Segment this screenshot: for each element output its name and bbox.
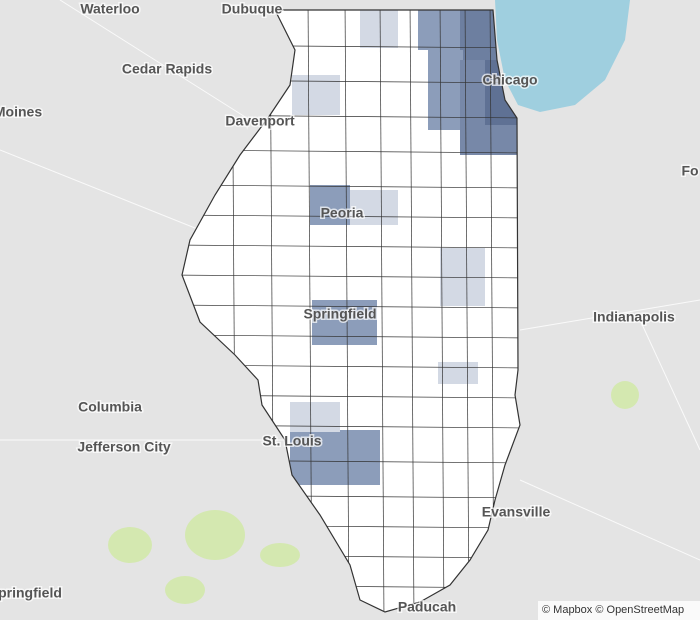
city-label: Dubuque bbox=[222, 1, 283, 17]
park bbox=[260, 543, 300, 567]
city-label: Columbia bbox=[78, 399, 142, 415]
light-counties bbox=[290, 10, 485, 432]
park bbox=[108, 527, 152, 563]
city-label: Jefferson City bbox=[77, 439, 171, 455]
city-label: Waterloo bbox=[80, 1, 139, 17]
state-border bbox=[181, 9, 521, 613]
city-label: St. Louis bbox=[262, 433, 321, 449]
city-label: Fo bbox=[681, 163, 698, 179]
county-line bbox=[344, 10, 350, 612]
city-label: Paducah bbox=[398, 599, 456, 615]
city-label: Chicago bbox=[482, 72, 537, 88]
park bbox=[185, 510, 245, 560]
county bbox=[290, 430, 380, 485]
roads bbox=[0, 0, 700, 561]
attribution: © Mapbox © OpenStreetMap bbox=[542, 604, 684, 616]
county-line bbox=[409, 10, 415, 612]
county-line bbox=[379, 10, 385, 612]
park bbox=[611, 381, 639, 409]
park bbox=[165, 576, 205, 604]
county-line bbox=[182, 244, 520, 249]
lake-michigan bbox=[495, 0, 630, 112]
county bbox=[290, 402, 340, 432]
city-label: Cedar Rapids bbox=[122, 61, 212, 77]
county-line bbox=[182, 304, 520, 309]
county-borders bbox=[182, 10, 520, 612]
parks bbox=[108, 381, 639, 604]
city-label: Peoria bbox=[321, 205, 364, 221]
county bbox=[438, 362, 478, 384]
county bbox=[312, 300, 377, 345]
county-line bbox=[182, 334, 520, 339]
city-label: Evansville bbox=[482, 504, 551, 520]
county-line bbox=[464, 10, 470, 612]
city-label: Davenport bbox=[225, 113, 295, 129]
county bbox=[428, 50, 463, 130]
county bbox=[310, 185, 350, 225]
city-label: Indianapolis bbox=[593, 309, 675, 325]
city-label: Springfield bbox=[303, 306, 376, 322]
city-label: pringfield bbox=[0, 585, 62, 601]
road bbox=[0, 0, 700, 561]
county bbox=[350, 190, 398, 225]
county-line bbox=[439, 10, 445, 612]
county bbox=[360, 10, 398, 48]
city-label: Moines bbox=[0, 104, 42, 120]
county-line bbox=[182, 184, 520, 189]
illinois bbox=[182, 10, 520, 612]
county-line bbox=[182, 214, 520, 219]
attribution-box bbox=[538, 601, 700, 620]
county-line bbox=[182, 274, 520, 279]
